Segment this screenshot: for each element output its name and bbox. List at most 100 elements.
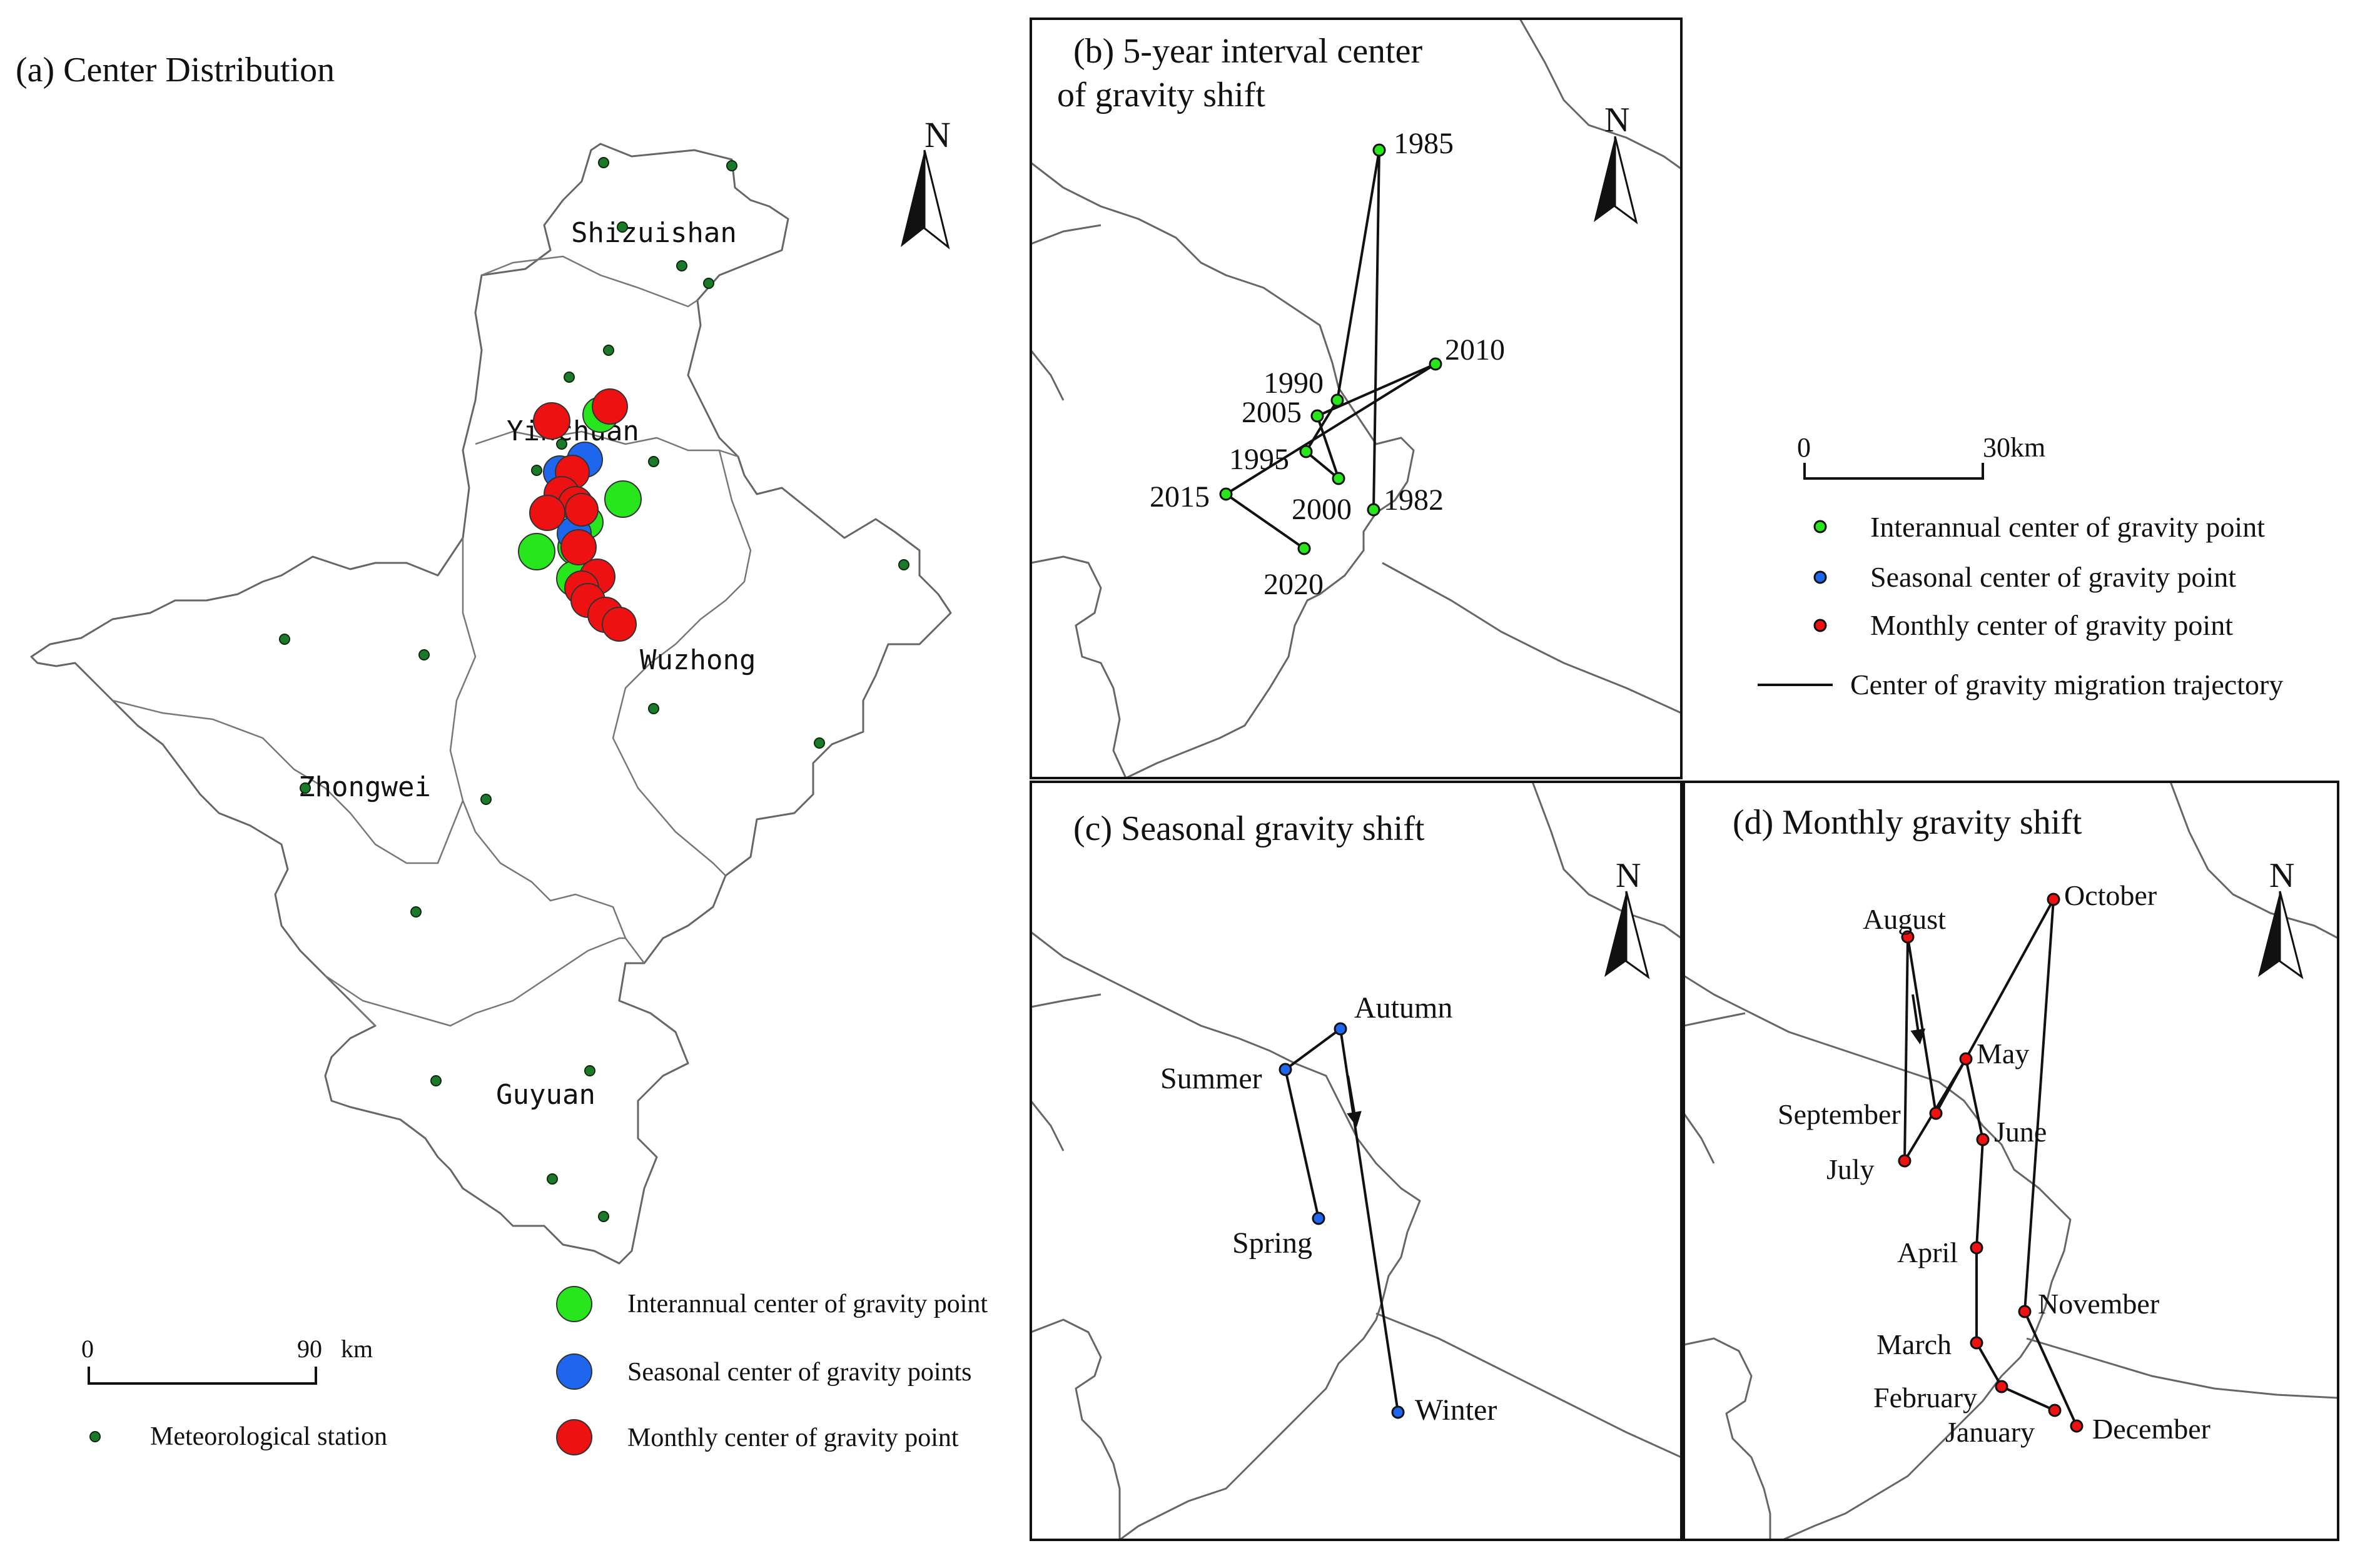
panel-d-direction-arrow: [1910, 994, 1926, 1044]
station-point: [279, 634, 290, 645]
label-april: April: [1897, 1237, 1958, 1268]
north-arrow-c-left: [1604, 891, 1626, 977]
point-spring: [1312, 1211, 1325, 1225]
label-february: February: [1873, 1382, 1977, 1414]
interannual-center-point: [518, 533, 555, 570]
station-point: [814, 737, 825, 749]
north-arrow-a-left: [901, 150, 924, 247]
boundary-guyuan: [325, 937, 625, 1027]
label-may: May: [1977, 1038, 2029, 1070]
station-point: [410, 906, 422, 918]
point-june: [1976, 1133, 1990, 1146]
panel-c-boundary-1: [1031, 931, 1421, 1540]
label-august: August: [1863, 903, 1946, 935]
point-1982: [1367, 503, 1380, 517]
point-winter: [1391, 1405, 1405, 1419]
panel-d-boundary-5: [2169, 782, 2338, 939]
label-july: July: [1826, 1153, 1875, 1185]
point-2015: [1219, 487, 1233, 501]
north-arrow-c-label: N: [1616, 856, 1641, 895]
legend-a-interannual-symbol: [556, 1286, 592, 1322]
panel-b-title-1: (b) 5-year interval center: [1073, 32, 1422, 71]
panel-c-boundary-3: [1031, 1100, 1065, 1151]
point-february: [1995, 1380, 2008, 1393]
point-november: [2018, 1305, 2032, 1318]
station-point: [480, 794, 492, 805]
panel-b: (b) 5-year interval center of gravity sh…: [1030, 18, 1683, 779]
panel-c-boundary-6: [1375, 1312, 1681, 1459]
north-arrow-d-right: [2279, 891, 2304, 979]
label-1985: 1985: [1394, 127, 1454, 160]
legend-b-trajectory-label: Center of gravity migration trajectory: [1850, 669, 2283, 701]
legend-a-interannual-label: Interannual center of gravity point: [627, 1290, 988, 1318]
scale-b-bar: [1803, 463, 1984, 480]
point-march: [1970, 1336, 1983, 1350]
panel-b-boundary-6: [1519, 19, 1681, 170]
point-1985: [1372, 143, 1386, 157]
station-point: [584, 1065, 595, 1076]
panel-b-boundary-3: [1031, 350, 1065, 401]
label-september: September: [1778, 1098, 1901, 1130]
station-point: [648, 703, 659, 714]
label-december: December: [2092, 1413, 2210, 1445]
scale-b-end: 30km: [1983, 432, 2045, 463]
north-arrow-d-left: [2258, 891, 2280, 977]
panel-b-title-2: of gravity shift: [1057, 76, 1265, 114]
station-point: [531, 465, 542, 476]
monthly-center-point: [533, 402, 570, 440]
monthly-center-point: [592, 388, 628, 425]
point-january: [2048, 1404, 2062, 1417]
panel-c: (c) Seasonal gravity shift Spring Summer…: [1030, 781, 1683, 1541]
station-point: [547, 1173, 558, 1185]
station-point: [648, 456, 659, 467]
panel-d-boundary-3: [1684, 1113, 1715, 1164]
north-arrow-b-label: N: [1604, 101, 1629, 139]
label-march: March: [1876, 1328, 1952, 1360]
panel-d-title: (d) Monthly gravity shift: [1733, 803, 2082, 842]
region-labels: Shizuishan Yinchuan Wuzhong Zhongwei Guy…: [298, 217, 756, 1111]
monthly-center-point: [565, 493, 599, 527]
north-arrow-a-label: N: [924, 114, 951, 155]
scale-a-start: 0: [81, 1335, 94, 1363]
point-2020: [1297, 542, 1311, 555]
legend-a-monthly-label: Monthly center of gravity point: [627, 1424, 959, 1452]
panel-b-boundary-1: [1031, 161, 1415, 778]
panel-c-trajectory: [1284, 1026, 1399, 1413]
north-arrow-d-label: N: [2269, 856, 2294, 895]
north-arrow-c: N: [1604, 856, 1650, 979]
legend-a-seasonal-label: Seasonal center of gravity points: [627, 1358, 972, 1387]
panel-a-title: (a) Center Distribution: [16, 51, 335, 89]
station-point: [598, 1211, 609, 1222]
panel-b-points: [1219, 143, 1442, 555]
legend-a-monthly-symbol: [556, 1419, 592, 1455]
legend-b-seasonal-symbol: [1813, 570, 1827, 584]
province-outline: [30, 143, 952, 1265]
label-1982: 1982: [1384, 483, 1444, 517]
label-winter: Winter: [1415, 1393, 1497, 1427]
station-point: [418, 649, 430, 660]
north-arrow-a-right: [923, 149, 950, 250]
point-september: [1929, 1106, 1943, 1120]
point-may: [1959, 1052, 1973, 1066]
point-december: [2070, 1419, 2084, 1433]
point-autumn: [1334, 1022, 1347, 1036]
station-point: [598, 157, 609, 168]
station-point: [726, 160, 737, 171]
scale-a-end: 90: [297, 1335, 322, 1363]
label-january: January: [1945, 1416, 2035, 1448]
scale-bar-a: 0 90 km: [81, 1335, 373, 1385]
monthly-center-point: [560, 529, 597, 565]
north-arrow-b: N: [1594, 101, 1638, 225]
label-november: November: [2038, 1288, 2159, 1320]
monthly-centers: [529, 388, 637, 642]
boundary-inner-1: [350, 1000, 376, 1026]
station-point: [430, 1075, 442, 1086]
station-point: [564, 372, 575, 383]
legend-b-interannual-symbol: [1813, 520, 1827, 534]
point-1990: [1330, 393, 1344, 407]
panel-d-labels: January February March April May June Ju…: [1778, 879, 2210, 1448]
panel-d-points: [1898, 893, 2084, 1433]
interannual-center-point: [604, 480, 642, 518]
label-june: June: [1994, 1116, 2047, 1148]
point-summer: [1279, 1063, 1292, 1076]
